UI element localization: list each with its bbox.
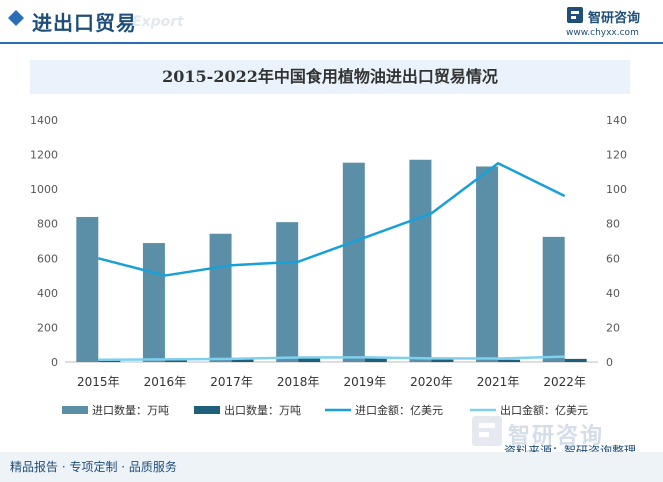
bar-export-quantity xyxy=(164,360,187,362)
right-y-tick-label: 120 xyxy=(606,149,627,162)
legend-swatch-0 xyxy=(62,406,88,414)
left-y-tick-label: 1200 xyxy=(30,149,58,162)
footer-logo-icon xyxy=(472,416,502,446)
x-tick-label: 2021年 xyxy=(477,375,520,389)
bar-export-quantity xyxy=(298,356,321,362)
header-watermark: Export xyxy=(132,14,184,30)
legend-label: 进口数量：万吨 xyxy=(92,404,169,417)
bar-export-quantity xyxy=(231,358,254,362)
bar-import-quantity xyxy=(476,166,499,362)
chart-title-band: 2015-2022年中国食用植物油进出口贸易情况 xyxy=(30,60,630,94)
footer-tagline: 精品报告 · 专项定制 · 品质服务 xyxy=(10,460,177,474)
x-tick-label: 2022年 xyxy=(543,375,586,389)
legend-label: 出口数量：万吨 xyxy=(224,403,301,417)
right-y-tick-label: 80 xyxy=(606,218,620,231)
left-y-tick-label: 600 xyxy=(37,252,58,265)
brand-url[interactable]: www.chyxx.com xyxy=(566,28,639,38)
legend-label: 出口金额：亿美元 xyxy=(500,403,588,417)
left-y-tick-label: 400 xyxy=(37,287,58,300)
left-y-tick-label: 0 xyxy=(51,356,58,369)
page-header: 进出口贸易 Export 智研咨询 www.chyxx.com xyxy=(0,0,663,44)
bar-import-quantity xyxy=(409,159,432,362)
x-tick-label: 2020年 xyxy=(410,375,453,389)
brand-logo-icon xyxy=(567,7,583,23)
bar-import-quantity xyxy=(209,233,232,362)
bar-import-quantity xyxy=(76,216,99,362)
x-tick-label: 2017年 xyxy=(210,375,253,389)
x-tick-label: 2018年 xyxy=(277,375,320,389)
page-footer: 精品报告 · 专项定制 · 品质服务 xyxy=(0,452,663,482)
x-tick-label: 2019年 xyxy=(344,375,387,389)
chart-title: 2015-2022年中国食用植物油进出口贸易情况 xyxy=(162,67,498,86)
right-y-tick-label: 60 xyxy=(606,252,620,265)
bar-export-quantity xyxy=(498,359,521,362)
bar-export-quantity xyxy=(98,360,121,362)
left-y-tick-label: 800 xyxy=(37,218,58,231)
x-tick-label: 2016年 xyxy=(144,375,187,389)
right-y-tick-label: 0 xyxy=(606,356,613,369)
bar-import-quantity xyxy=(542,236,565,362)
left-y-tick-label: 200 xyxy=(37,321,58,334)
bar-import-quantity xyxy=(142,243,165,362)
header-divider xyxy=(0,42,663,44)
bar-import-quantity xyxy=(276,222,299,362)
right-y-tick-label: 40 xyxy=(606,287,620,300)
bar-export-quantity xyxy=(564,358,587,362)
right-y-tick-label: 20 xyxy=(606,321,620,334)
right-y-tick-label: 140 xyxy=(606,114,627,127)
legend-swatch-1 xyxy=(194,406,220,414)
legend-label: 进口金额：亿美元 xyxy=(355,403,443,417)
line-export-amount xyxy=(98,355,565,362)
brand-name: 智研咨询 xyxy=(588,11,641,26)
diamond-icon xyxy=(8,10,24,26)
bar-export-quantity xyxy=(431,359,454,362)
bar-import-quantity xyxy=(342,162,365,362)
right-y-tick-label: 100 xyxy=(606,183,627,196)
line-import-amount xyxy=(97,161,566,277)
left-y-tick-label: 1400 xyxy=(30,114,58,127)
bar-export-quantity xyxy=(364,357,387,362)
left-y-tick-label: 1000 xyxy=(30,183,58,196)
footer-brand: 智研咨询 xyxy=(508,424,605,449)
page-title: 进出口贸易 xyxy=(32,11,137,35)
x-tick-label: 2015年 xyxy=(77,375,120,389)
